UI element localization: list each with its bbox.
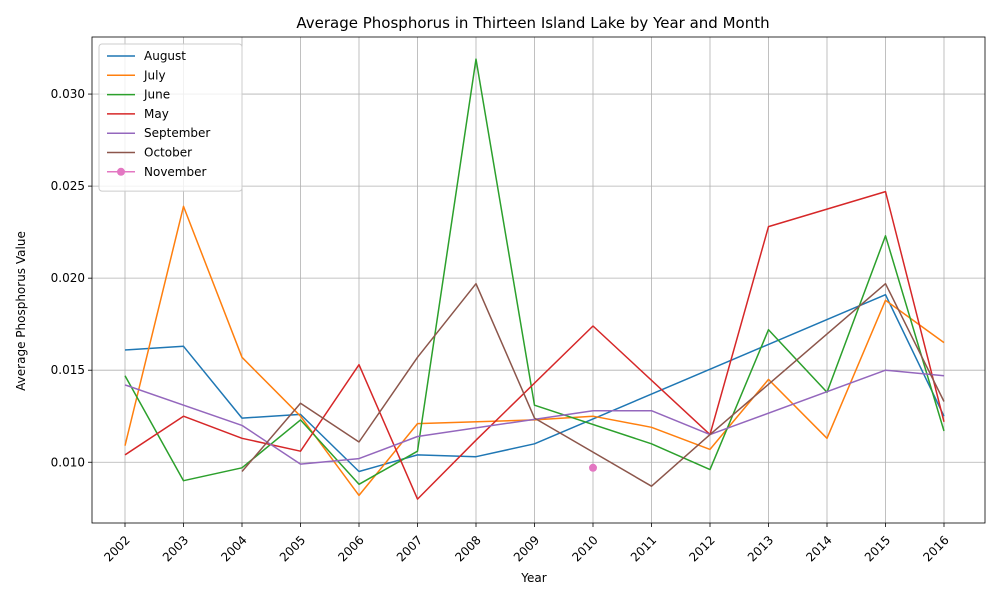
series-lines — [124, 58, 945, 500]
y-tick-label: 0.015 — [51, 363, 85, 377]
y-tick-label: 0.010 — [51, 455, 85, 469]
legend: August July June May September October Novembe… — [98, 43, 243, 192]
legend-label-october: October — [144, 146, 192, 160]
legend-label-august: August — [144, 49, 186, 63]
series-line-july — [124, 205, 945, 497]
legend-label-may: May — [144, 107, 169, 121]
chart-title: Average Phosphorus in Thirteen Island La… — [296, 14, 769, 32]
y-tick-label: 0.025 — [51, 179, 85, 193]
legend-label-june: June — [143, 88, 170, 102]
y-axis-label: Average Phosphorus Value — [14, 231, 28, 391]
y-tick-label: 0.030 — [51, 87, 85, 101]
series-line-october — [241, 282, 945, 487]
series-line-may — [124, 190, 945, 500]
legend-label-september: September — [144, 126, 210, 140]
series-line-september — [124, 369, 945, 465]
y-axis: 0.010 0.015 0.020 0.025 0.030 — [51, 87, 92, 469]
x-axis-label: Year — [520, 571, 546, 585]
series-line-august — [124, 293, 945, 473]
legend-marker-november — [117, 167, 125, 176]
data-point-november — [589, 463, 597, 472]
y-tick-label: 0.020 — [51, 271, 85, 285]
legend-label-november: November — [144, 165, 206, 179]
legend-label-july: July — [143, 68, 166, 82]
legend-box — [98, 43, 243, 192]
plot-frame — [91, 36, 986, 524]
